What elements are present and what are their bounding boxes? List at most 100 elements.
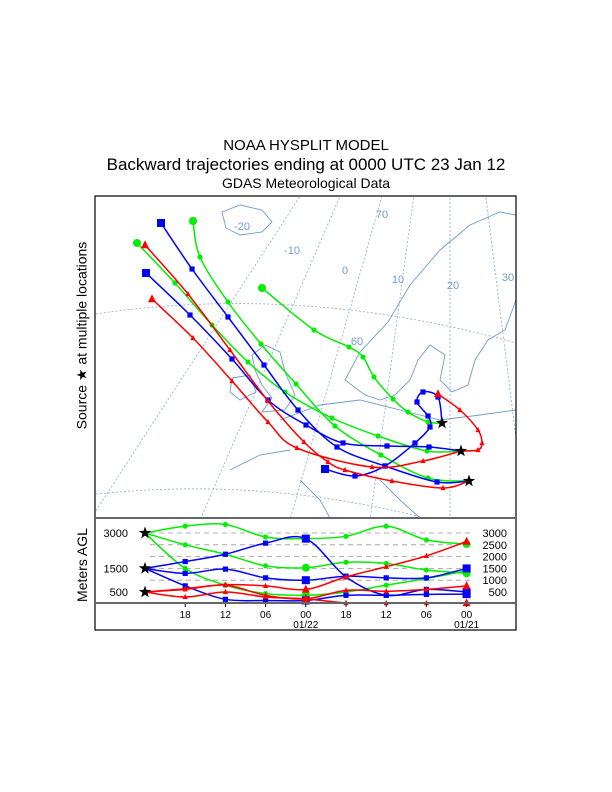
graticule-label: 10 [392, 274, 404, 286]
longitude-line [290, 197, 383, 517]
longitude-line [485, 197, 516, 442]
square-marker [222, 566, 228, 572]
x-tick-label: 12 [381, 610, 393, 621]
square-marker [420, 389, 426, 395]
square-marker [157, 219, 165, 227]
square-marker [222, 596, 228, 602]
square-marker [343, 592, 349, 598]
square-marker [427, 424, 433, 430]
triangle-marker [342, 466, 348, 473]
circle-marker [424, 448, 430, 454]
circle-marker [311, 327, 317, 333]
graticule-label: -10 [284, 245, 300, 257]
square-marker [261, 362, 267, 368]
x-date-label: 01/21 [454, 620, 479, 631]
triangle-marker [182, 593, 188, 600]
circle-marker [425, 419, 431, 425]
circle-marker [222, 521, 228, 528]
square-marker [414, 399, 420, 405]
y-right-tick-label: 1000 [483, 575, 507, 587]
square-marker [263, 540, 269, 546]
triangle-marker [423, 586, 429, 592]
triangle-marker [229, 377, 235, 384]
square-marker [383, 592, 389, 598]
source-star-icon [138, 585, 152, 598]
y-right-tick-label: 500 [489, 587, 507, 599]
data-source: GDAS Meteorological Data [221, 175, 391, 191]
triangle-marker [222, 582, 228, 588]
circle-marker [383, 582, 389, 588]
x-tick-label: 06 [260, 610, 272, 621]
triangle-marker [141, 240, 149, 249]
square-marker [340, 440, 346, 446]
triangle-marker [440, 484, 446, 491]
height-series-blue [144, 564, 471, 585]
triangle-marker [301, 438, 307, 445]
y-left-tick-label: 500 [110, 587, 128, 599]
height-series-red [144, 581, 471, 603]
triangle-marker [265, 397, 271, 404]
x-tick-label: 12 [220, 610, 232, 621]
circle-marker [258, 341, 264, 347]
circle-marker [346, 344, 352, 350]
source-star-icon [462, 474, 476, 487]
circle-marker [172, 280, 178, 286]
triangle-marker [434, 389, 442, 398]
circle-marker [258, 284, 266, 292]
x-tick-label: 18 [180, 610, 192, 621]
square-marker [462, 590, 471, 599]
square-marker [189, 266, 195, 272]
triangle-marker [294, 444, 300, 451]
circle-marker [390, 396, 396, 402]
circle-marker [383, 560, 389, 567]
source-star-icon [435, 416, 449, 429]
graticule-label: 20 [447, 280, 459, 292]
triangle-marker [182, 586, 188, 592]
trajectory-blue [142, 269, 462, 452]
square-marker [352, 473, 358, 479]
triangle-marker [475, 426, 481, 433]
circle-marker [263, 563, 269, 569]
triangle-marker [462, 536, 471, 545]
trajectory-blue [157, 219, 470, 485]
square-marker [182, 570, 188, 576]
triangle-marker [475, 446, 481, 453]
graticule-label: 30 [502, 272, 514, 284]
triangle-marker [325, 458, 331, 465]
x-date-label: 01/22 [293, 620, 318, 631]
square-marker [384, 443, 390, 449]
circle-marker [263, 534, 269, 540]
circle-marker [371, 374, 377, 380]
triangle-marker [263, 592, 269, 598]
triangle-marker [185, 290, 191, 297]
triangle-marker [343, 573, 349, 579]
square-marker [412, 440, 418, 446]
triangle-marker [479, 439, 485, 446]
source-star-icon [454, 444, 468, 457]
x-tick-label: 06 [421, 610, 433, 621]
square-marker [263, 575, 269, 581]
trajectory-green [258, 284, 443, 425]
triangle-marker [148, 294, 156, 303]
source-star-icon [138, 526, 152, 539]
triangle-marker [301, 594, 310, 603]
graticule-label: 70 [376, 209, 388, 221]
triangle-marker [383, 563, 389, 569]
circle-marker [405, 409, 411, 415]
square-marker [225, 314, 231, 320]
longitude-line [510, 150, 560, 420]
square-marker [303, 422, 309, 428]
square-marker [334, 444, 340, 450]
circle-marker [225, 299, 231, 305]
triangle-marker [383, 588, 389, 594]
square-marker [423, 591, 429, 597]
circle-marker [182, 542, 188, 548]
square-marker [222, 551, 228, 557]
circle-marker [423, 537, 429, 543]
trajectory-green [133, 239, 462, 454]
graticule-label: -20 [234, 221, 250, 233]
graticule-label: 60 [351, 336, 363, 348]
x-tick-label: 00 [300, 610, 312, 621]
triangle-marker [301, 584, 310, 593]
